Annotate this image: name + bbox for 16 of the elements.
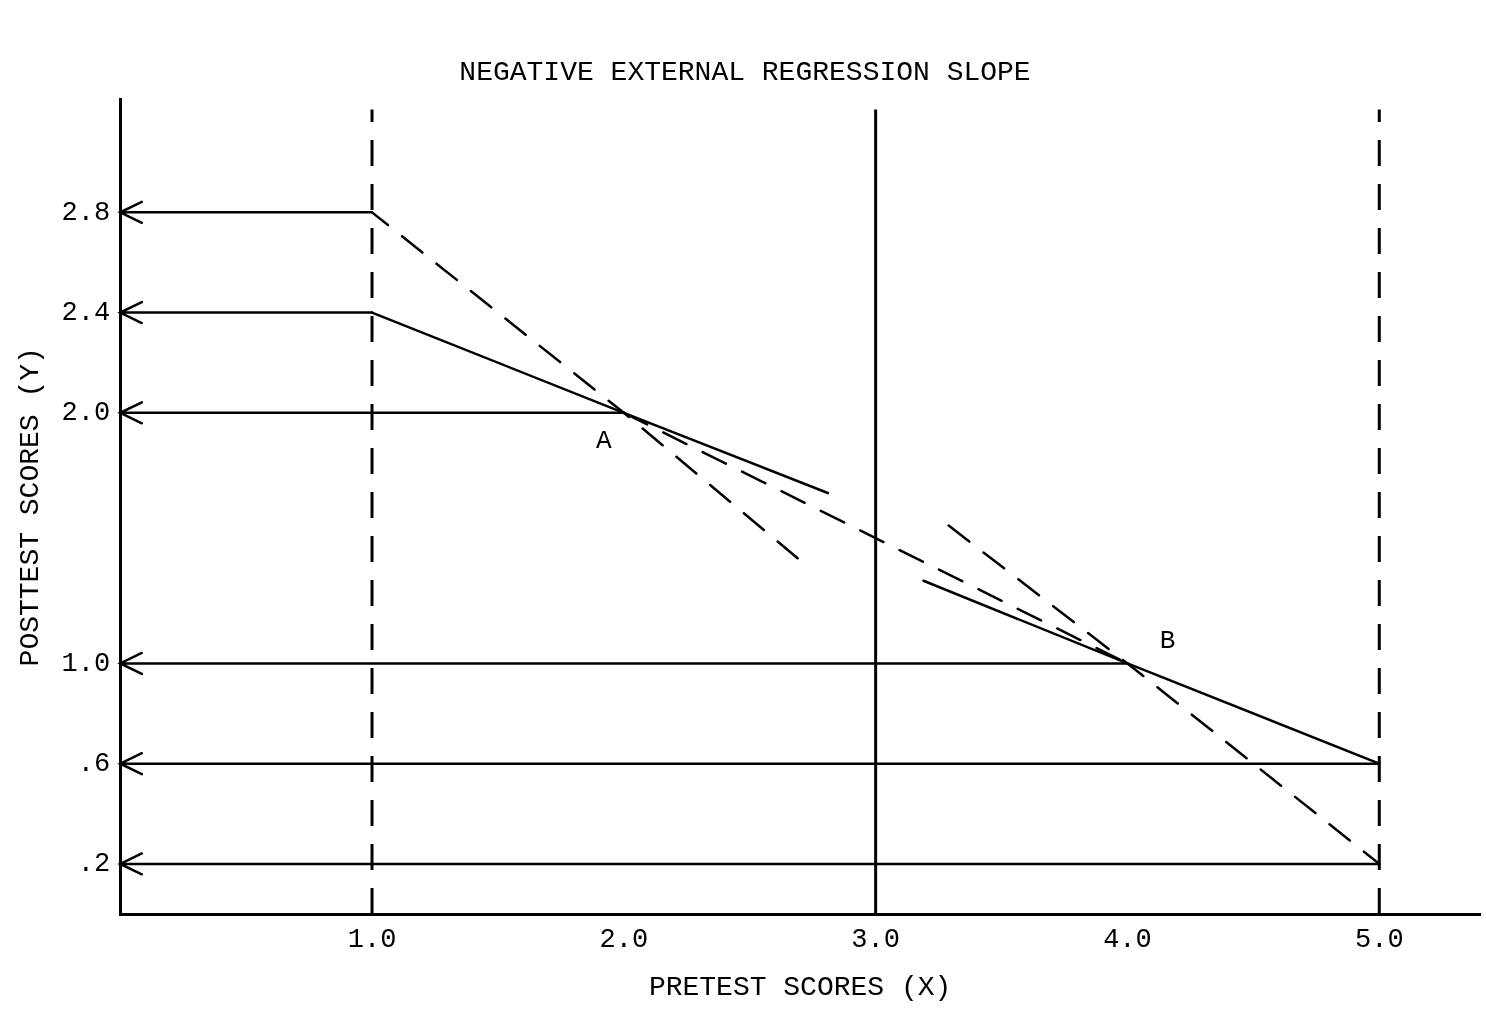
x-tick-label: 5.0 bbox=[1354, 925, 1404, 956]
x-tick-label: 3.0 bbox=[851, 925, 900, 956]
x-axis-title: PRETEST SCORES (X) bbox=[648, 971, 952, 1003]
y-tick-label: 2.8 bbox=[61, 197, 111, 228]
y-tick-label: .2 bbox=[77, 849, 111, 880]
y-tick-label: 2.4 bbox=[61, 297, 111, 328]
x-tick-label: 1.0 bbox=[347, 925, 397, 956]
annotation: B bbox=[1159, 626, 1176, 657]
y-tick-label: 2.0 bbox=[61, 397, 111, 428]
y-tick-label: 1.0 bbox=[61, 648, 111, 679]
y-axis-title: POSTTEST SCORES (Y) bbox=[15, 347, 47, 667]
y-tick-label: .6 bbox=[77, 748, 111, 779]
chart-title: NEGATIVE EXTERNAL REGRESSION SLOPE bbox=[459, 57, 1031, 89]
annotation: A bbox=[596, 425, 613, 456]
x-tick-label: 4.0 bbox=[1103, 925, 1152, 956]
x-tick-label: 2.0 bbox=[599, 925, 649, 956]
